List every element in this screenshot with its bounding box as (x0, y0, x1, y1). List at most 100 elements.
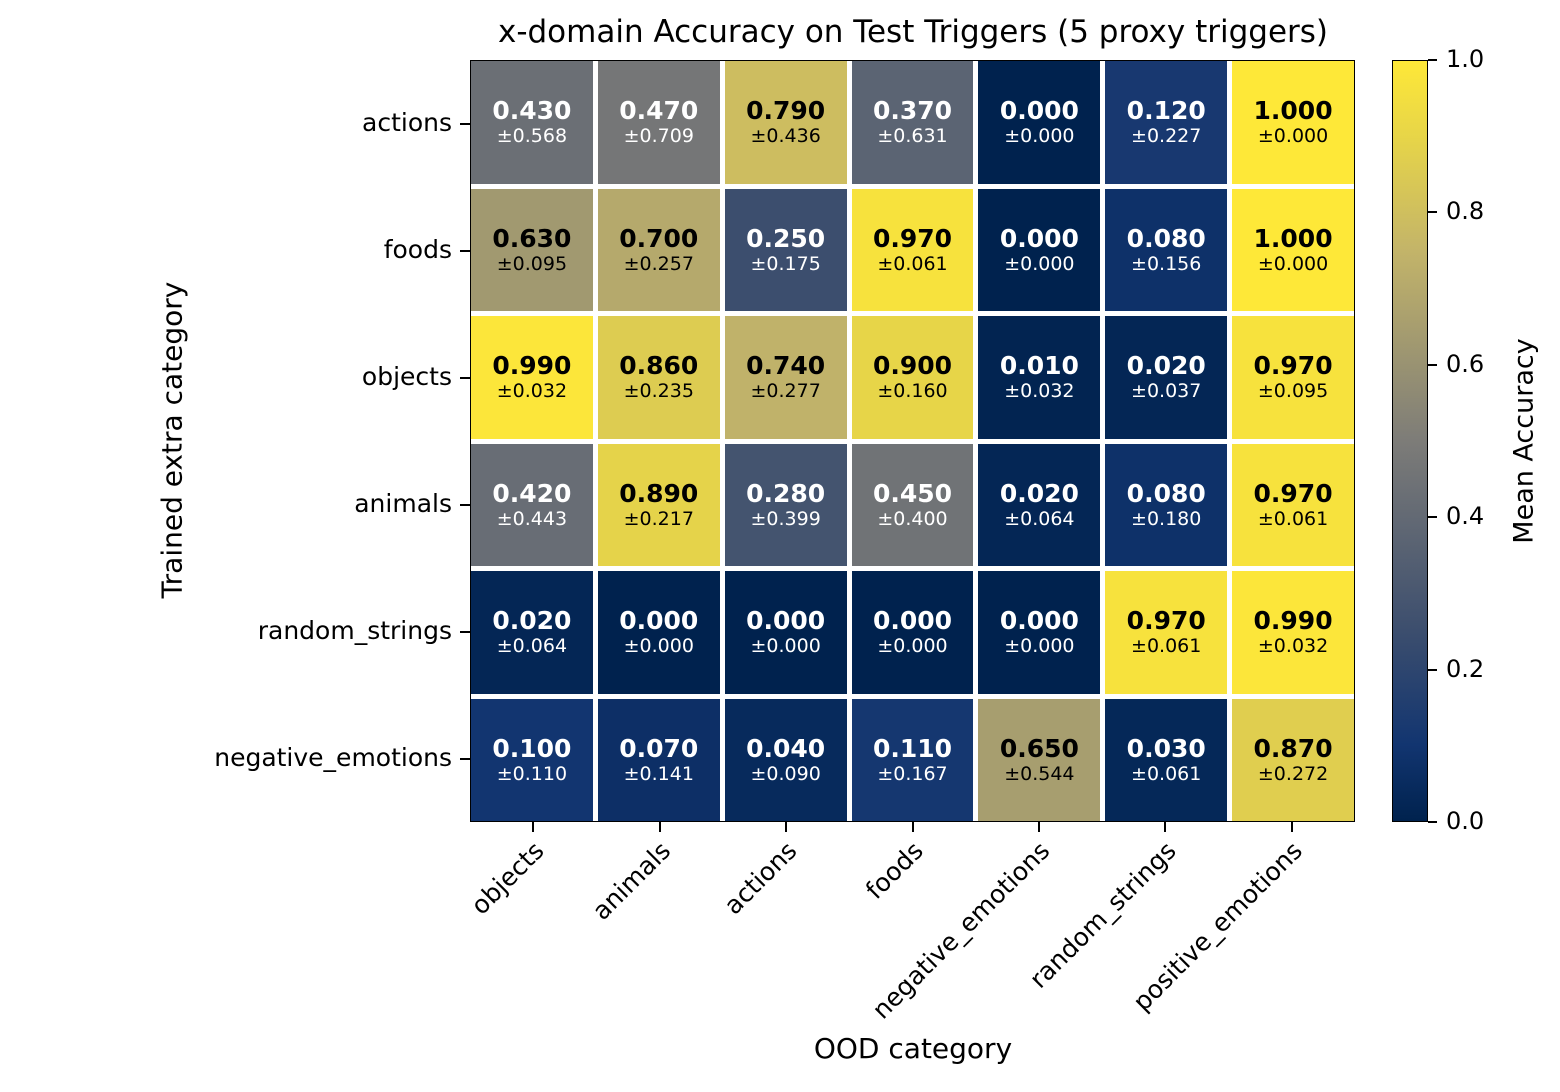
colorbar-tick-mark (1428, 211, 1437, 214)
cell-value: 0.450 (872, 478, 953, 508)
heatmap-grid: 0.430 ±0.568 0.470 ±0.709 0.790 ±0.436 0.370 ±0… (471, 61, 1354, 821)
heatmap-cell: 0.000 ±0.000 (978, 188, 1101, 311)
cell-std: ±0.141 (623, 762, 694, 785)
heatmap-cell: 0.000 ±0.000 (851, 571, 974, 694)
cell-std: ±0.090 (750, 762, 821, 785)
cell-value: 0.630 (492, 223, 572, 253)
colorbar-tick-label: 0.2 (1446, 654, 1485, 683)
heatmap-cell: 0.650 ±0.544 (978, 698, 1101, 821)
cell-std: ±0.064 (496, 635, 568, 658)
cell-value: 0.080 (1126, 478, 1206, 508)
heatmap-cell: 0.990 ±0.032 (471, 316, 593, 439)
colorbar-tick-mark (1428, 668, 1437, 671)
cell-value: 0.010 (999, 351, 1079, 381)
cell-std: ±0.235 (623, 380, 694, 403)
colorbar-tick-mark (1428, 59, 1437, 61)
cell-value: 0.650 (999, 733, 1079, 763)
heatmap-cell: 0.890 ±0.217 (597, 443, 720, 566)
y-tick-label: actions (362, 107, 452, 137)
cell-value: 0.860 (619, 351, 699, 381)
cell-value: 0.030 (1126, 733, 1206, 763)
cell-std: ±0.227 (1131, 125, 1202, 148)
cell-value: 0.790 (746, 96, 826, 126)
colorbar-tick-mark (1428, 363, 1437, 366)
cell-std: ±0.095 (1257, 380, 1329, 403)
cell-value: 0.040 (746, 733, 826, 763)
cell-value: 0.020 (999, 478, 1079, 508)
cell-std: ±0.061 (877, 252, 948, 275)
heatmap-cell: 0.070 ±0.141 (597, 698, 720, 821)
y-tick-label: random_strings (257, 615, 452, 645)
x-tick-mark (1164, 822, 1167, 832)
cell-value: 0.890 (619, 478, 699, 508)
cell-value: 0.000 (619, 606, 699, 636)
heatmap-cell: 0.020 ±0.064 (978, 443, 1101, 566)
x-tick-label: objects (465, 836, 550, 921)
cell-value: 0.990 (1253, 606, 1333, 636)
cell-std: ±0.167 (877, 762, 948, 785)
y-tick-label: foods (383, 234, 452, 264)
colorbar-label: Mean Accuracy (1508, 338, 1540, 544)
heatmap-cell: 0.870 ±0.272 (1232, 698, 1354, 821)
x-tick-label: animals (586, 836, 677, 926)
cell-std: ±0.061 (1257, 507, 1329, 530)
cell-std: ±0.175 (750, 252, 821, 275)
cell-std: ±0.443 (496, 507, 568, 530)
heatmap: 0.430 ±0.568 0.470 ±0.709 0.790 ±0.436 0.370 ±0… (470, 60, 1355, 822)
cell-value: 0.970 (1253, 351, 1333, 381)
heatmap-cell: 0.970 ±0.095 (1232, 316, 1354, 439)
cell-value: 0.430 (492, 96, 572, 126)
heatmap-cell: 0.040 ±0.090 (724, 698, 847, 821)
heatmap-cell: 0.970 ±0.061 (1105, 571, 1228, 694)
colorbar-tick-mark (1428, 821, 1437, 823)
cell-std: ±0.037 (1131, 380, 1202, 403)
colorbar-tick-label: 0.8 (1446, 197, 1485, 226)
heatmap-cell: 0.100 ±0.110 (471, 698, 593, 821)
x-tick-mark (785, 822, 788, 832)
cell-std: ±0.000 (1004, 125, 1075, 148)
heatmap-cell: 0.000 ±0.000 (978, 571, 1101, 694)
y-tick-mark (460, 376, 470, 379)
cell-std: ±0.032 (496, 380, 568, 403)
cell-std: ±0.272 (1257, 762, 1329, 785)
cell-value: 0.000 (872, 606, 953, 636)
cell-std: ±0.544 (1004, 762, 1075, 785)
heatmap-cell: 0.110 ±0.167 (851, 698, 974, 821)
cell-value: 0.870 (1253, 733, 1333, 763)
cell-value: 1.000 (1253, 96, 1333, 126)
cell-value: 0.470 (619, 96, 699, 126)
cell-value: 0.000 (746, 606, 826, 636)
cell-std: ±0.032 (1257, 635, 1329, 658)
cell-value: 0.280 (746, 478, 826, 508)
cell-value: 0.020 (492, 606, 572, 636)
y-tick-mark (460, 630, 470, 633)
heatmap-cell: 1.000 ±0.000 (1232, 188, 1354, 311)
y-tick-label: negative_emotions (214, 742, 452, 772)
colorbar (1392, 60, 1428, 822)
y-tick-label: animals (354, 488, 452, 518)
heatmap-cell: 0.740 ±0.277 (724, 316, 847, 439)
cell-std: ±0.217 (623, 507, 694, 530)
heatmap-cell: 0.020 ±0.064 (471, 571, 593, 694)
cell-value: 0.990 (492, 351, 572, 381)
heatmap-cell: 0.280 ±0.399 (724, 443, 847, 566)
x-tick-mark (1037, 822, 1040, 832)
cell-std: ±0.568 (496, 125, 568, 148)
cell-std: ±0.709 (623, 125, 694, 148)
cell-value: 0.250 (746, 223, 826, 253)
cell-std: ±0.000 (1004, 252, 1075, 275)
heatmap-cell: 0.030 ±0.061 (1105, 698, 1228, 821)
cell-std: ±0.000 (877, 635, 948, 658)
heatmap-cell: 0.860 ±0.235 (597, 316, 720, 439)
y-tick-label: objects (361, 361, 452, 391)
x-tick-mark (532, 822, 535, 832)
heatmap-cell: 0.000 ±0.000 (597, 571, 720, 694)
colorbar-tick-label: 1.0 (1446, 45, 1485, 73)
cell-value: 0.740 (746, 351, 826, 381)
heatmap-cell: 0.080 ±0.180 (1105, 443, 1228, 566)
heatmap-cell: 0.120 ±0.227 (1105, 61, 1228, 184)
cell-value: 0.970 (1253, 478, 1333, 508)
cell-std: ±0.095 (496, 252, 568, 275)
cell-std: ±0.000 (750, 635, 821, 658)
cell-value: 0.070 (619, 733, 699, 763)
